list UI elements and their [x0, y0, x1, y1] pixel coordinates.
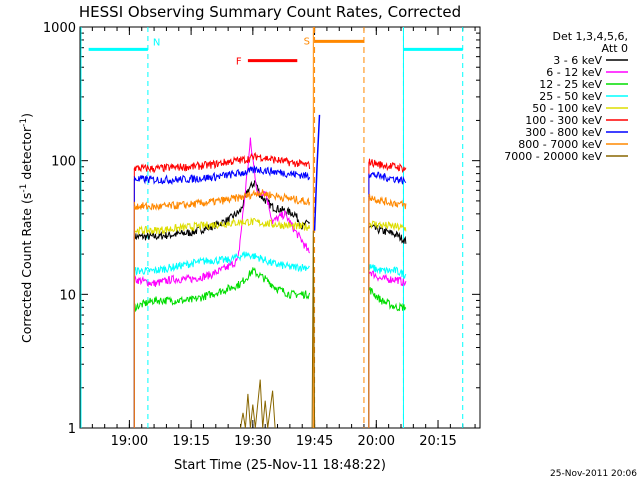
series-line-8 [311, 230, 316, 429]
series-line-6 [133, 165, 311, 186]
y-axis-label: Corrected Count Rate (s-1 detector-1) [19, 113, 34, 343]
y-axis-label-sup2: -1 [19, 118, 29, 127]
y-axis-label-sup1: -1 [19, 184, 29, 193]
legend-label: 6 - 12 keV [546, 66, 602, 79]
legend-label: 100 - 300 keV [525, 114, 602, 127]
legend-label: 7000 - 20000 keV [504, 150, 602, 163]
flare-label: F [236, 57, 242, 68]
series-line-5 [133, 151, 311, 174]
series-line-3 [368, 263, 407, 279]
legend-label: 300 - 800 keV [525, 126, 602, 139]
x-tick-label: 20:00 [358, 434, 395, 449]
y-tick-label: 10 [59, 288, 76, 303]
axes-layer: 1 10 100 1000 19:00 19:15 19:30 19:45 20:00 20:15 [43, 21, 480, 449]
series-line-4 [368, 220, 407, 232]
series-line-0 [133, 180, 311, 241]
legend-header: Det 1,3,4,5,6, [552, 30, 628, 43]
y-axis-label-mid: detector [19, 126, 34, 184]
x-tick-label: 20:15 [419, 434, 456, 449]
legend-label: 25 - 50 keV [539, 90, 602, 103]
series-line-1 [368, 270, 407, 287]
x-axis-label: Start Time (25-Nov-11 18:48:22) [174, 458, 386, 473]
y-tick-label: 1 [68, 422, 76, 437]
series-line-5 [368, 158, 407, 173]
timestamp: 25-Nov-2011 20:06 [550, 469, 637, 479]
legend-label: 12 - 25 keV [539, 78, 602, 91]
y-tick-label: 1000 [43, 21, 76, 36]
series-line-3 [133, 251, 310, 276]
legend-label: 3 - 6 keV [553, 54, 602, 67]
series-line-4 [133, 217, 311, 236]
chart-title: HESSI Observing Summary Count Rates, Cor… [79, 3, 461, 21]
series-line-7 [133, 189, 311, 211]
legend-header: Att 0 [602, 42, 628, 55]
y-tick-label: 100 [51, 155, 76, 170]
plot-frame [79, 26, 481, 429]
saa-label: S [304, 36, 310, 47]
series-line-0 [368, 223, 407, 244]
legend-label: 800 - 7000 keV [518, 138, 602, 151]
legend-label: 50 - 100 keV [532, 102, 602, 115]
series-line-6 [368, 171, 407, 185]
y-axis-label-main: Corrected Count Rate (s [19, 193, 34, 343]
series-line-7 [368, 193, 407, 210]
x-tick-label: 19:45 [296, 434, 333, 449]
series-line-8 [240, 379, 276, 429]
y-axis-label-end: ) [19, 113, 34, 118]
series-layer [133, 114, 407, 429]
series-line-1 [133, 137, 310, 288]
x-tick-label: 19:00 [111, 434, 148, 449]
spike-line [313, 114, 321, 231]
x-tick-label: 19:15 [172, 434, 209, 449]
svg-text:Corrected Count Rate (s-1 dete: Corrected Count Rate (s-1 detector-1) [19, 113, 34, 343]
x-tick-label: 19:30 [234, 434, 271, 449]
night-label: N [153, 37, 160, 48]
series-line-2 [133, 267, 311, 313]
series-line-2 [368, 287, 407, 312]
